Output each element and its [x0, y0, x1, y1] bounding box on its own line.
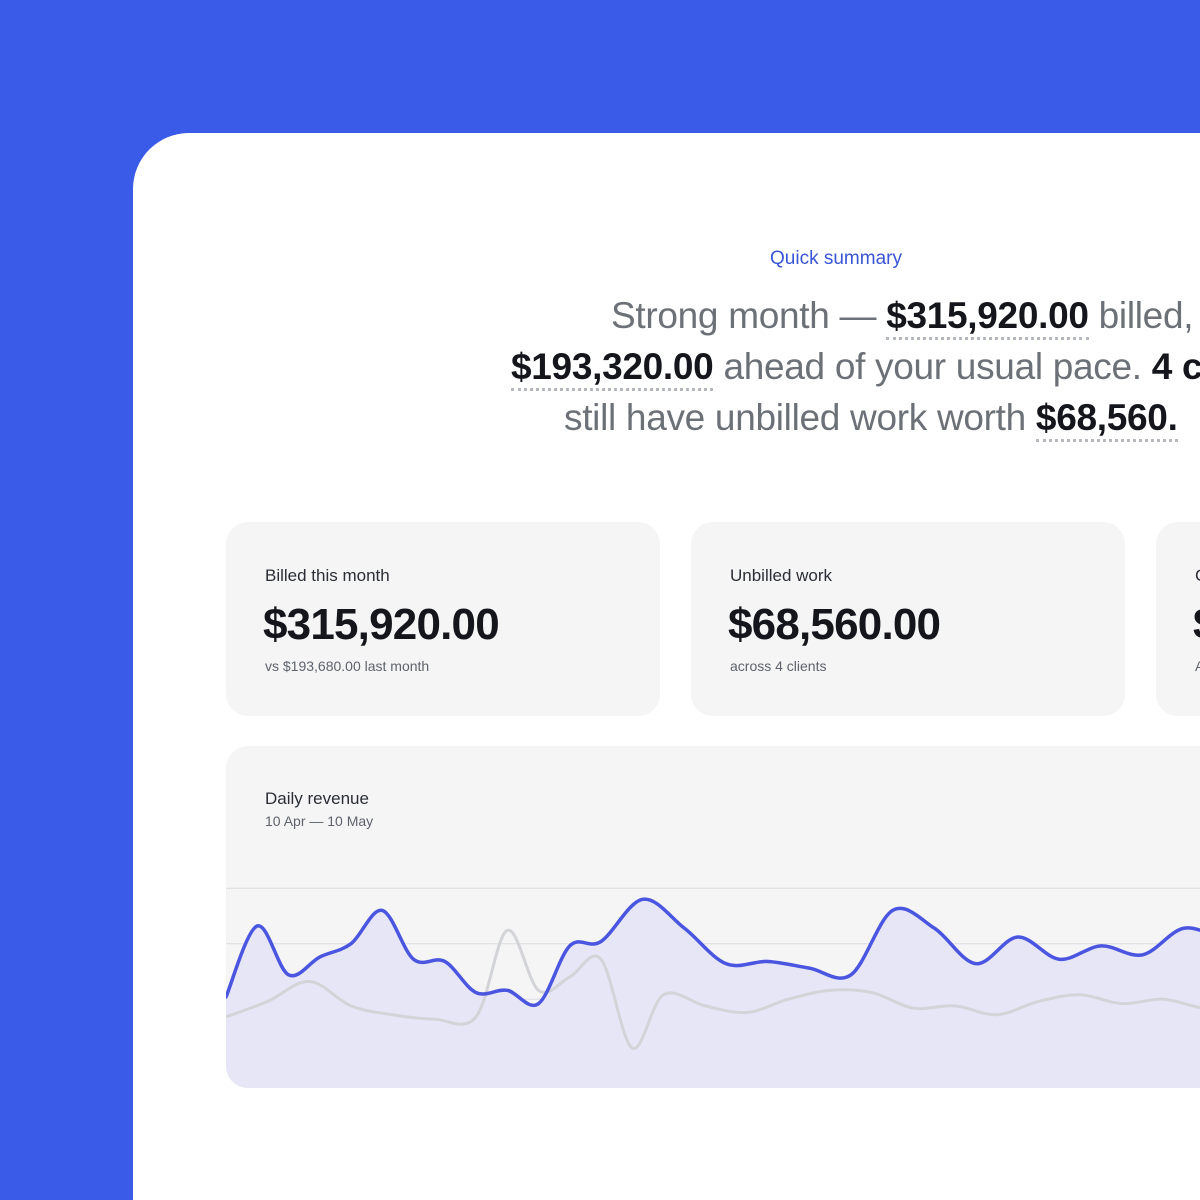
card-value: $ [1193, 600, 1200, 650]
card-label: Unbilled work [730, 566, 833, 585]
ahead-amount-highlight[interactable]: $193,320.00 [511, 346, 714, 391]
summary-text: still have unbilled work worth [564, 397, 1036, 438]
card-label: C [1195, 566, 1200, 586]
daily-revenue-chart-card: Daily revenue 10 Apr — 10 May [226, 746, 1200, 1088]
range-start: 10 Apr [265, 813, 306, 829]
card-subtext: vs $193,680.00 last month [265, 658, 430, 674]
summary-line-1: Strong month — $315,920.00 billed, [611, 295, 1194, 340]
range-separator: — [305, 813, 328, 829]
summary-panel: Quick summary Strong month — $315,920.00… [133, 133, 1200, 1200]
card-subtext: across 4 clients [730, 658, 827, 674]
billed-this-month-card[interactable]: Billed this month $315,920.00 vs $193,68… [226, 522, 660, 716]
card-subtext: A [1195, 658, 1200, 674]
current-series-area [226, 899, 1200, 1088]
billed-amount-highlight[interactable]: $315,920.00 [886, 295, 1089, 340]
card-label: Billed this month [265, 566, 390, 585]
previous-series-line [226, 928, 1200, 1050]
chart-title: Daily revenue [265, 789, 369, 808]
summary-text: billed, [1088, 295, 1194, 336]
unbilled-work-card[interactable]: Unbilled work $68,560.00 across 4 client… [691, 522, 1125, 716]
quick-summary-label: Quick summary [770, 248, 902, 269]
summary-line-3: still have unbilled work worth $68,560. [564, 397, 1178, 442]
summary-text: ahead of your usual pace. [713, 346, 1152, 387]
clients-count-highlight: 4 c [1151, 346, 1200, 387]
summary-text: Strong month — [611, 295, 887, 336]
card-value: $315,920.00 [263, 600, 500, 649]
daily-revenue-chart[interactable] [226, 746, 1200, 1088]
summary-line-2: $193,320.00 ahead of your usual pace. 4 … [511, 346, 1200, 391]
range-end: 10 May [327, 813, 374, 829]
current-series-line [226, 897, 1200, 1008]
third-metric-card[interactable]: C $ A [1156, 522, 1200, 716]
chart-date-range: 10 Apr — 10 May [265, 813, 373, 829]
unbilled-amount-highlight[interactable]: $68,560. [1035, 397, 1178, 442]
card-value: $68,560.00 [728, 600, 941, 649]
